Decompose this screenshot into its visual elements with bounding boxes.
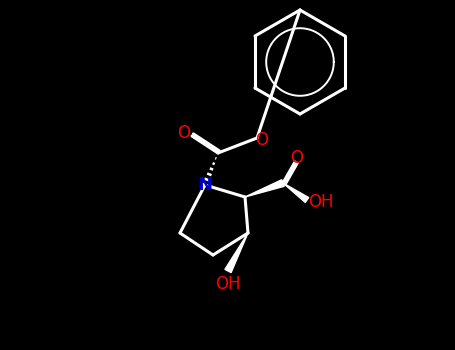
Text: O: O [177,124,191,142]
Polygon shape [225,233,248,273]
Polygon shape [245,180,284,197]
Text: O: O [256,131,268,149]
Polygon shape [283,183,309,202]
Text: N: N [197,176,212,194]
Text: OH: OH [215,275,241,293]
Text: O: O [290,149,303,167]
Text: OH: OH [308,193,334,211]
